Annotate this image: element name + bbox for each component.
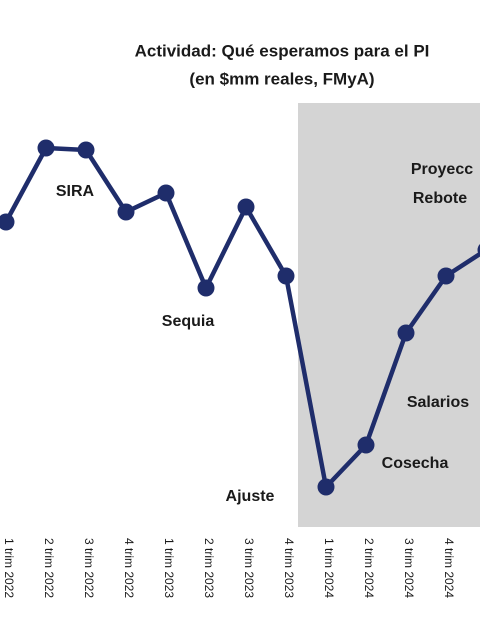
point — [157, 184, 175, 202]
chart-title: Actividad: Qué esperamos para el PI — [135, 41, 430, 60]
point — [37, 139, 55, 157]
x-tick-label: 1 trim 2022 — [2, 538, 16, 598]
x-tick-label: 1 trim 2023 — [162, 538, 176, 598]
annotation: Salarios — [407, 394, 469, 411]
point — [197, 279, 215, 297]
point — [317, 478, 335, 496]
annotation: Rebote — [413, 190, 467, 207]
forecast-shading — [298, 103, 480, 527]
point — [397, 324, 415, 342]
x-tick-label: 2 trim 2024 — [362, 538, 376, 598]
x-tick-label: 3 trim 2024 — [402, 538, 416, 598]
x-tick-label: 3 trim 2023 — [242, 538, 256, 598]
x-tick-label: 2 trim 2023 — [202, 538, 216, 598]
x-tick-label: 1 trim 2024 — [322, 538, 336, 598]
point — [277, 267, 295, 285]
point — [0, 213, 15, 231]
point — [77, 141, 95, 159]
x-tick-label: 4 trim 2023 — [282, 538, 296, 598]
point — [237, 198, 255, 216]
point — [117, 203, 135, 221]
annotation: Cosecha — [382, 455, 449, 472]
x-tick-label: 4 trim 2024 — [442, 538, 456, 598]
annotation: SIRA — [56, 183, 95, 200]
x-tick-label: 3 trim 2022 — [82, 538, 96, 598]
annotation: Proyecc — [411, 161, 473, 178]
chart-subtitle: (en $mm reales, FMyA) — [189, 69, 374, 88]
annotation: Sequia — [162, 313, 215, 330]
annotation: Ajuste — [226, 488, 275, 505]
point — [437, 267, 455, 285]
point — [357, 436, 375, 454]
x-tick-label: 4 trim 2022 — [122, 538, 136, 598]
point — [477, 243, 480, 257]
x-tick-label: 2 trim 2022 — [42, 538, 56, 598]
